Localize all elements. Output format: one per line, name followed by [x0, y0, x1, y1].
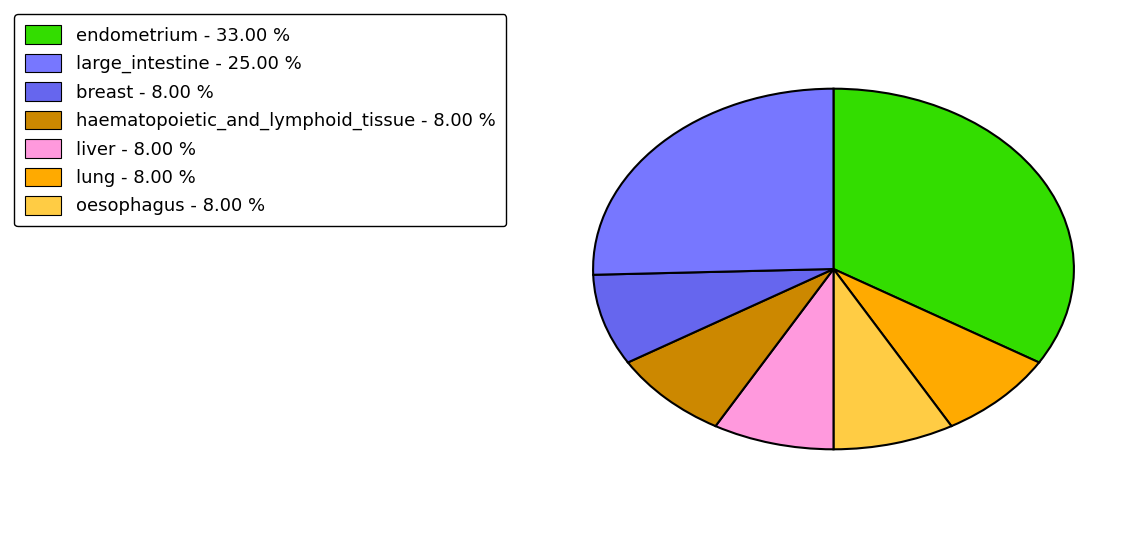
- Legend: endometrium - 33.00 %, large_intestine - 25.00 %, breast - 8.00 %, haematopoieti: endometrium - 33.00 %, large_intestine -…: [15, 15, 506, 226]
- Wedge shape: [628, 269, 833, 426]
- Wedge shape: [593, 89, 833, 275]
- Wedge shape: [833, 89, 1074, 363]
- Wedge shape: [833, 269, 1039, 426]
- Wedge shape: [833, 269, 951, 449]
- Wedge shape: [593, 269, 833, 363]
- Wedge shape: [716, 269, 833, 449]
